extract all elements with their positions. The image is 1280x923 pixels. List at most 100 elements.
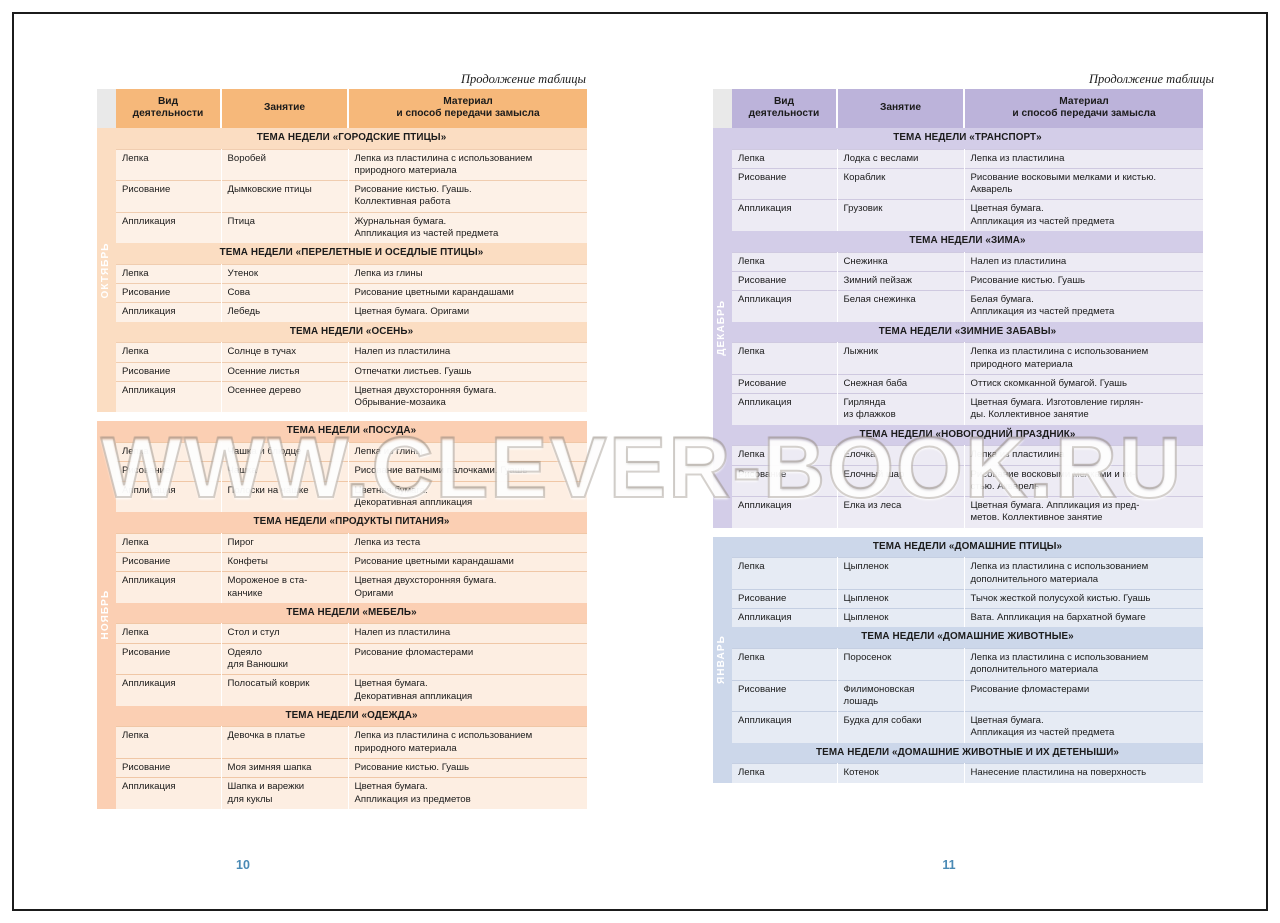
table-row: Аппликация Птица Журнальная бумага. Апплика… [97,211,587,244]
cell-material: Цветная бумага. Аппликация из частей пред… [964,711,1204,743]
cell-material: Цветная двухсторонняя бумага. Обрывание-м… [348,380,587,413]
cell-activity-type: Лепка [116,532,222,553]
cell-lesson: Утенок [221,263,349,284]
cell-activity-type: Лепка [116,263,222,284]
cell-lesson: Гирлянда из флажков [837,393,965,425]
cell-material: Лепка из пластилина с использованием прир… [964,342,1203,375]
cell-lesson: Поросенок [837,648,965,681]
cell-lesson: Лыжник [837,342,965,375]
theme-week-title: ТЕМА НЕДЕЛИ «ПРОДУКТЫ ПИТАНИЯ» [116,512,588,534]
cell-activity-type: Рисование [116,361,222,382]
cell-material: Белая бумага. Аппликация из частей предме… [964,290,1203,322]
cell-material: Цветная бумага. Изготовление гирлян-ды. … [964,393,1203,425]
cell-activity-type: Рисование [116,180,222,213]
cell-material: Рисование ватными палочками. Гуашь [348,461,588,482]
cell-activity-type: Лепка [732,648,838,681]
schedule-table-left: Вид деятельности Занятие Материал и способ п… [97,89,588,809]
cell-activity-type: Аппликация [116,380,222,413]
cell-activity-type: Аппликация [116,674,222,706]
cell-material: Рисование кистью. Гуашь [964,270,1203,291]
continuation-note-left: Продолжение таблицы [460,72,586,86]
cell-material: Налеп из пластилина [348,623,588,644]
cell-lesson: Шапка и варежки для куклы [221,777,349,809]
theme-week-title: ТЕМА НЕДЕЛИ «ТРАНСПОРТ» [732,127,1203,150]
theme-week-title: ТЕМА НЕДЕЛИ «ДОМАШНИЕ ЖИВОТНЫЕ И ИХ ДЕТЕ… [732,742,1204,764]
cell-activity-type: Лепка [116,342,222,363]
theme-week-row: ТЕМА НЕДЕЛИ «НОВОГОДНИЙ ПРАЗДНИК» [713,424,1203,446]
table-row: Рисование Дымковские птицы Рисование кисть… [97,180,587,213]
table-row: Рисование Цыпленок Тычок жесткой полусухой… [713,588,1204,609]
cell-activity-type: Рисование [116,552,222,572]
cell-activity-type: Лепка [116,623,222,644]
schedule-table-right-wrap: Вид деятельности Занятие Материал и способ п… [713,89,1204,783]
schedule-table-right: Вид деятельности Занятие Материал и способ п… [713,89,1204,783]
cell-material: Цветная двухсторонняя бумага. Оригами [348,571,588,603]
cell-material: Тычок жесткой полусухой кистью. Гуашь [964,588,1204,609]
table-row: Лепка Стол и стул Налеп из пластилина [97,623,588,644]
theme-week-row: ТЕМА НЕДЕЛИ «ОСЕНЬ» [97,321,587,343]
cell-material: Цветная бумага. Аппликация из пред-метов… [964,496,1203,528]
month-tab-январь: ЯНВАРЬ [713,536,732,783]
cell-material: Нанесение пластилина на поверхность [964,763,1204,783]
cell-lesson: Девочка в платье [221,726,349,759]
table-row: Рисование Одеяло для Ванюшки Рисование флом… [97,642,588,675]
spread-container: Продолжение таблицы Вид деятельности Занят… [14,14,1266,909]
table-header-row: Вид деятельности Занятие Материал и способ п… [713,89,1203,128]
month-table: Вид деятельности Занятие Материал и способ п… [713,89,1203,528]
cell-lesson: Чашка [221,461,349,482]
cell-activity-type: Рисование [116,758,222,778]
table-row: Рисование Филимоновская лошадь Рисование фл… [713,679,1204,712]
cell-material: Лепка из глины [348,263,587,284]
cell-material: Рисование кистью. Гуашь. Коллективная раб… [348,180,587,213]
theme-week-row: НОЯБРЬ ТЕМА НЕДЕЛИ «ПОСУДА» [97,421,588,809]
cell-lesson: Кораблик [837,167,965,200]
cell-activity-type: Лепка [732,557,838,590]
cell-lesson: Цыпленок [837,608,965,628]
theme-week-title: ТЕМА НЕДЕЛИ «ДОМАШНИЕ ЖИВОТНЫЕ» [732,627,1204,649]
cell-lesson: Мороженое в ста-канчике [221,571,349,603]
cell-activity-type: Аппликация [732,199,838,231]
cell-activity-type: Лепка [732,148,838,169]
page-number-left: 10 [236,858,250,872]
cell-lesson: Цыпленок [837,557,965,590]
cell-activity-type: Рисование [732,270,838,291]
table-row: Аппликация Осеннее дерево Цветная двухстор… [97,380,587,413]
cell-activity-type: Аппликация [116,211,222,244]
cell-material: Лепка из пластилина с использованием прир… [348,148,587,181]
cell-material: Вата. Аппликация на бархатной бумаге [964,608,1204,628]
cell-lesson: Стол и стул [221,623,349,644]
theme-week-row: ТЕМА НЕДЕЛИ «ЗИМНИЕ ЗАБАВЫ» [713,321,1203,343]
cell-lesson: Снежная баба [837,373,965,394]
theme-week-row: ОКТЯБРЬ ТЕМА НЕДЕЛИ «ГОРОДСКИЕ ПТИЦЫ» [97,127,587,413]
table-row: Аппликация Цыпленок Вата. Аппликация на ба… [713,608,1204,628]
cell-material: Лепка из теста [348,532,588,553]
cell-activity-type: Аппликация [116,480,222,513]
table-row: Аппликация Полосатый коврик Цветная бумага… [97,674,588,706]
cell-material: Отпечатки листьев. Гуашь [348,361,587,382]
theme-week-title: ТЕМА НЕДЕЛИ «ГОРОДСКИЕ ПТИЦЫ» [116,127,587,150]
cell-lesson: Зимний пейзаж [837,270,965,291]
cell-activity-type: Аппликация [732,290,838,322]
cell-activity-type: Аппликация [732,496,838,528]
month-tab-label: НОЯБРЬ [100,590,112,640]
cell-material: Рисование фломастерами [964,679,1204,712]
cell-material: Лепка из пластилина с использованием прир… [348,726,588,759]
table-row: Лепка Поросенок Лепка из пластилина с испо… [713,648,1204,681]
table-row: Лепка Котенок Нанесение пластилина на пове… [713,763,1204,783]
cell-material: Лепка из пластилина с использованием допо… [964,557,1204,590]
table-row: Лепка Цыпленок Лепка из пластилина с испол… [713,557,1204,590]
month-table: ЯНВАРЬ ТЕМА НЕДЕЛИ «ДОМАШНИЕ ПТИЦЫ» Лепка Ц… [713,536,1204,783]
cell-activity-type: Аппликация [116,777,222,809]
month-separator-gap [97,412,587,421]
theme-week-title: ТЕМА НЕДЕЛИ «ДОМАШНИЕ ПТИЦЫ» [732,536,1204,558]
cell-lesson: Лебедь [221,302,349,322]
cell-material: Цветная бумага. Декоративная аппликация [348,674,588,706]
cell-activity-type: Аппликация [732,393,838,425]
cell-lesson: Цыпленок [837,588,965,609]
cell-lesson: Одеяло для Ванюшки [221,642,349,675]
cell-lesson: Дымковские птицы [221,180,349,213]
cell-material: Налеп из пластилина [348,342,587,363]
theme-week-title: ТЕМА НЕДЕЛИ «ЗИМА» [732,230,1203,253]
table-row: Аппликация Полоски на чашке Цветная бумага… [97,480,588,513]
